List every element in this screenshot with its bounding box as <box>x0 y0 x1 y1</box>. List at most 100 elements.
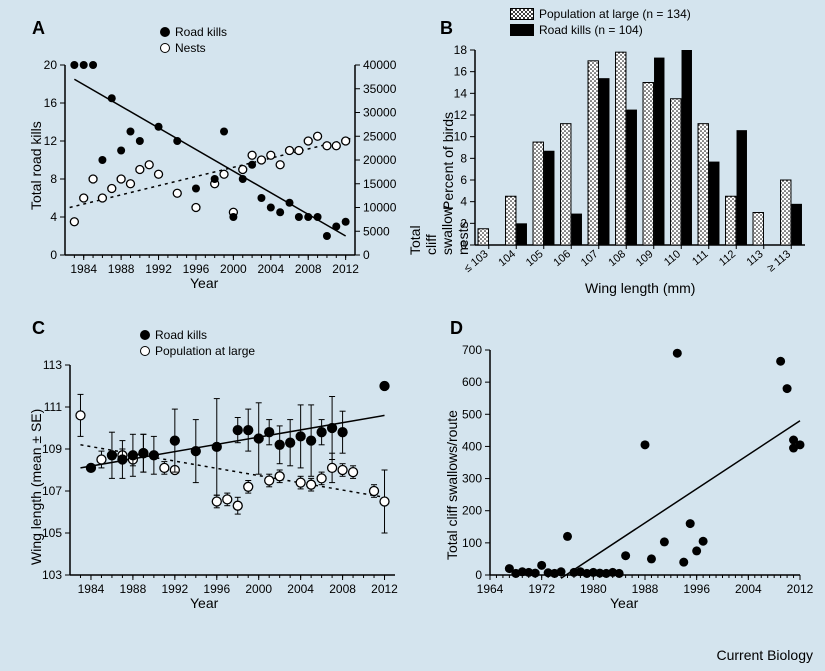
panel-d: D 19641972198019881996200420120100200300… <box>420 310 820 620</box>
svg-text:2008: 2008 <box>295 262 322 276</box>
svg-text:200: 200 <box>462 504 482 518</box>
svg-text:700: 700 <box>462 343 482 357</box>
svg-text:30000: 30000 <box>363 106 397 120</box>
svg-text:0: 0 <box>363 248 370 262</box>
svg-text:2004: 2004 <box>735 582 762 596</box>
svg-text:105: 105 <box>42 526 62 540</box>
svg-text:111: 111 <box>44 400 63 414</box>
open-circle-icon <box>160 43 170 53</box>
solid-swatch-icon <box>510 24 534 36</box>
panel-c-legend: Road kills Population at large <box>140 328 255 360</box>
svg-text:0: 0 <box>50 248 57 262</box>
svg-text:0: 0 <box>460 238 467 252</box>
svg-text:1992: 1992 <box>145 262 172 276</box>
svg-text:2004: 2004 <box>287 582 314 596</box>
panel-b-legend: Population at large (n = 134) Road kills… <box>510 7 691 39</box>
panel-b-ylabel: Percent of birds <box>440 112 456 210</box>
svg-text:14: 14 <box>454 86 468 100</box>
svg-text:104: 104 <box>496 248 518 269</box>
svg-text:1984: 1984 <box>70 262 97 276</box>
svg-text:15000: 15000 <box>363 177 397 191</box>
svg-text:2000: 2000 <box>245 582 272 596</box>
svg-text:113: 113 <box>745 248 766 268</box>
svg-text:1988: 1988 <box>108 262 135 276</box>
svg-text:106: 106 <box>551 248 573 269</box>
svg-text:16: 16 <box>454 65 468 79</box>
svg-text:110: 110 <box>662 248 683 268</box>
panel-c-xlabel: Year <box>190 595 218 611</box>
legend-label: Population at large (n = 134) <box>539 7 691 21</box>
panel-b-xlabel: Wing length (mm) <box>585 280 695 296</box>
svg-text:≥ 113: ≥ 113 <box>765 248 793 274</box>
svg-text:2008: 2008 <box>329 582 356 596</box>
svg-text:35000: 35000 <box>363 82 397 96</box>
filled-circle-icon <box>160 27 170 37</box>
svg-text:18: 18 <box>454 43 468 57</box>
svg-text:1996: 1996 <box>203 582 230 596</box>
svg-text:113: 113 <box>43 358 62 372</box>
svg-text:1980: 1980 <box>580 582 607 596</box>
legend-label: Road kills <box>155 328 207 342</box>
legend-label: Road kills <box>175 25 227 39</box>
svg-text:105: 105 <box>524 248 546 269</box>
svg-text:20000: 20000 <box>363 153 397 167</box>
panel-b: B 024681012141618≤ 103104105106107108109… <box>420 10 820 300</box>
svg-text:4: 4 <box>50 210 57 224</box>
svg-text:1972: 1972 <box>528 582 555 596</box>
legend-label: Population at large <box>155 344 255 358</box>
svg-text:107: 107 <box>579 248 601 269</box>
panel-d-xlabel: Year <box>610 595 638 611</box>
svg-text:12: 12 <box>44 134 58 148</box>
svg-text:1996: 1996 <box>683 582 710 596</box>
svg-text:112: 112 <box>717 248 738 268</box>
svg-text:108: 108 <box>606 248 628 269</box>
filled-circle-icon <box>140 330 150 340</box>
svg-text:20: 20 <box>44 58 58 72</box>
svg-text:5000: 5000 <box>363 224 390 238</box>
svg-text:1992: 1992 <box>161 582 188 596</box>
svg-text:300: 300 <box>462 472 482 486</box>
legend-label: Road kills (n = 104) <box>539 23 643 37</box>
svg-text:1996: 1996 <box>183 262 210 276</box>
svg-text:600: 600 <box>462 375 482 389</box>
svg-text:2012: 2012 <box>371 582 398 596</box>
svg-text:1988: 1988 <box>632 582 659 596</box>
svg-text:2012: 2012 <box>332 262 359 276</box>
svg-text:10000: 10000 <box>363 201 397 215</box>
svg-text:500: 500 <box>462 407 482 421</box>
svg-text:2012: 2012 <box>787 582 814 596</box>
svg-text:0: 0 <box>475 568 482 582</box>
svg-text:2: 2 <box>460 216 467 230</box>
svg-text:109: 109 <box>42 442 62 456</box>
panel-d-ylabel: Total cliff swallows/route <box>444 410 460 560</box>
svg-text:6: 6 <box>460 173 467 187</box>
svg-text:40000: 40000 <box>363 58 397 72</box>
panel-a-xlabel: Year <box>190 275 218 291</box>
svg-text:16: 16 <box>44 96 58 110</box>
svg-text:109: 109 <box>634 248 656 269</box>
svg-text:4: 4 <box>460 195 467 209</box>
pattern-swatch-icon <box>510 8 534 20</box>
figure: A 19841988199219962000200420082012048121… <box>0 0 825 671</box>
open-circle-icon <box>140 346 150 356</box>
panel-c-ylabel: Wing length (mean ± SE) <box>28 409 44 565</box>
svg-text:1984: 1984 <box>78 582 105 596</box>
svg-text:111: 111 <box>690 248 711 268</box>
panel-a-ylabel-left: Total road kills <box>28 121 44 210</box>
panel-c: C 19841988199219962000200420082012103105… <box>10 310 415 620</box>
svg-text:≤ 103: ≤ 103 <box>462 248 491 275</box>
legend-label: Nests <box>175 41 206 55</box>
svg-text:103: 103 <box>42 568 62 582</box>
panel-a-legend: Road kills Nests <box>160 25 227 57</box>
svg-text:100: 100 <box>462 536 482 550</box>
svg-text:107: 107 <box>42 484 62 498</box>
svg-text:400: 400 <box>462 439 482 453</box>
svg-text:1988: 1988 <box>120 582 147 596</box>
svg-text:25000: 25000 <box>363 129 397 143</box>
svg-text:2000: 2000 <box>220 262 247 276</box>
svg-text:1964: 1964 <box>477 582 504 596</box>
panel-a: A 19841988199219962000200420082012048121… <box>10 10 415 300</box>
svg-text:2004: 2004 <box>257 262 284 276</box>
svg-text:8: 8 <box>460 151 467 165</box>
citation: Current Biology <box>717 647 814 663</box>
